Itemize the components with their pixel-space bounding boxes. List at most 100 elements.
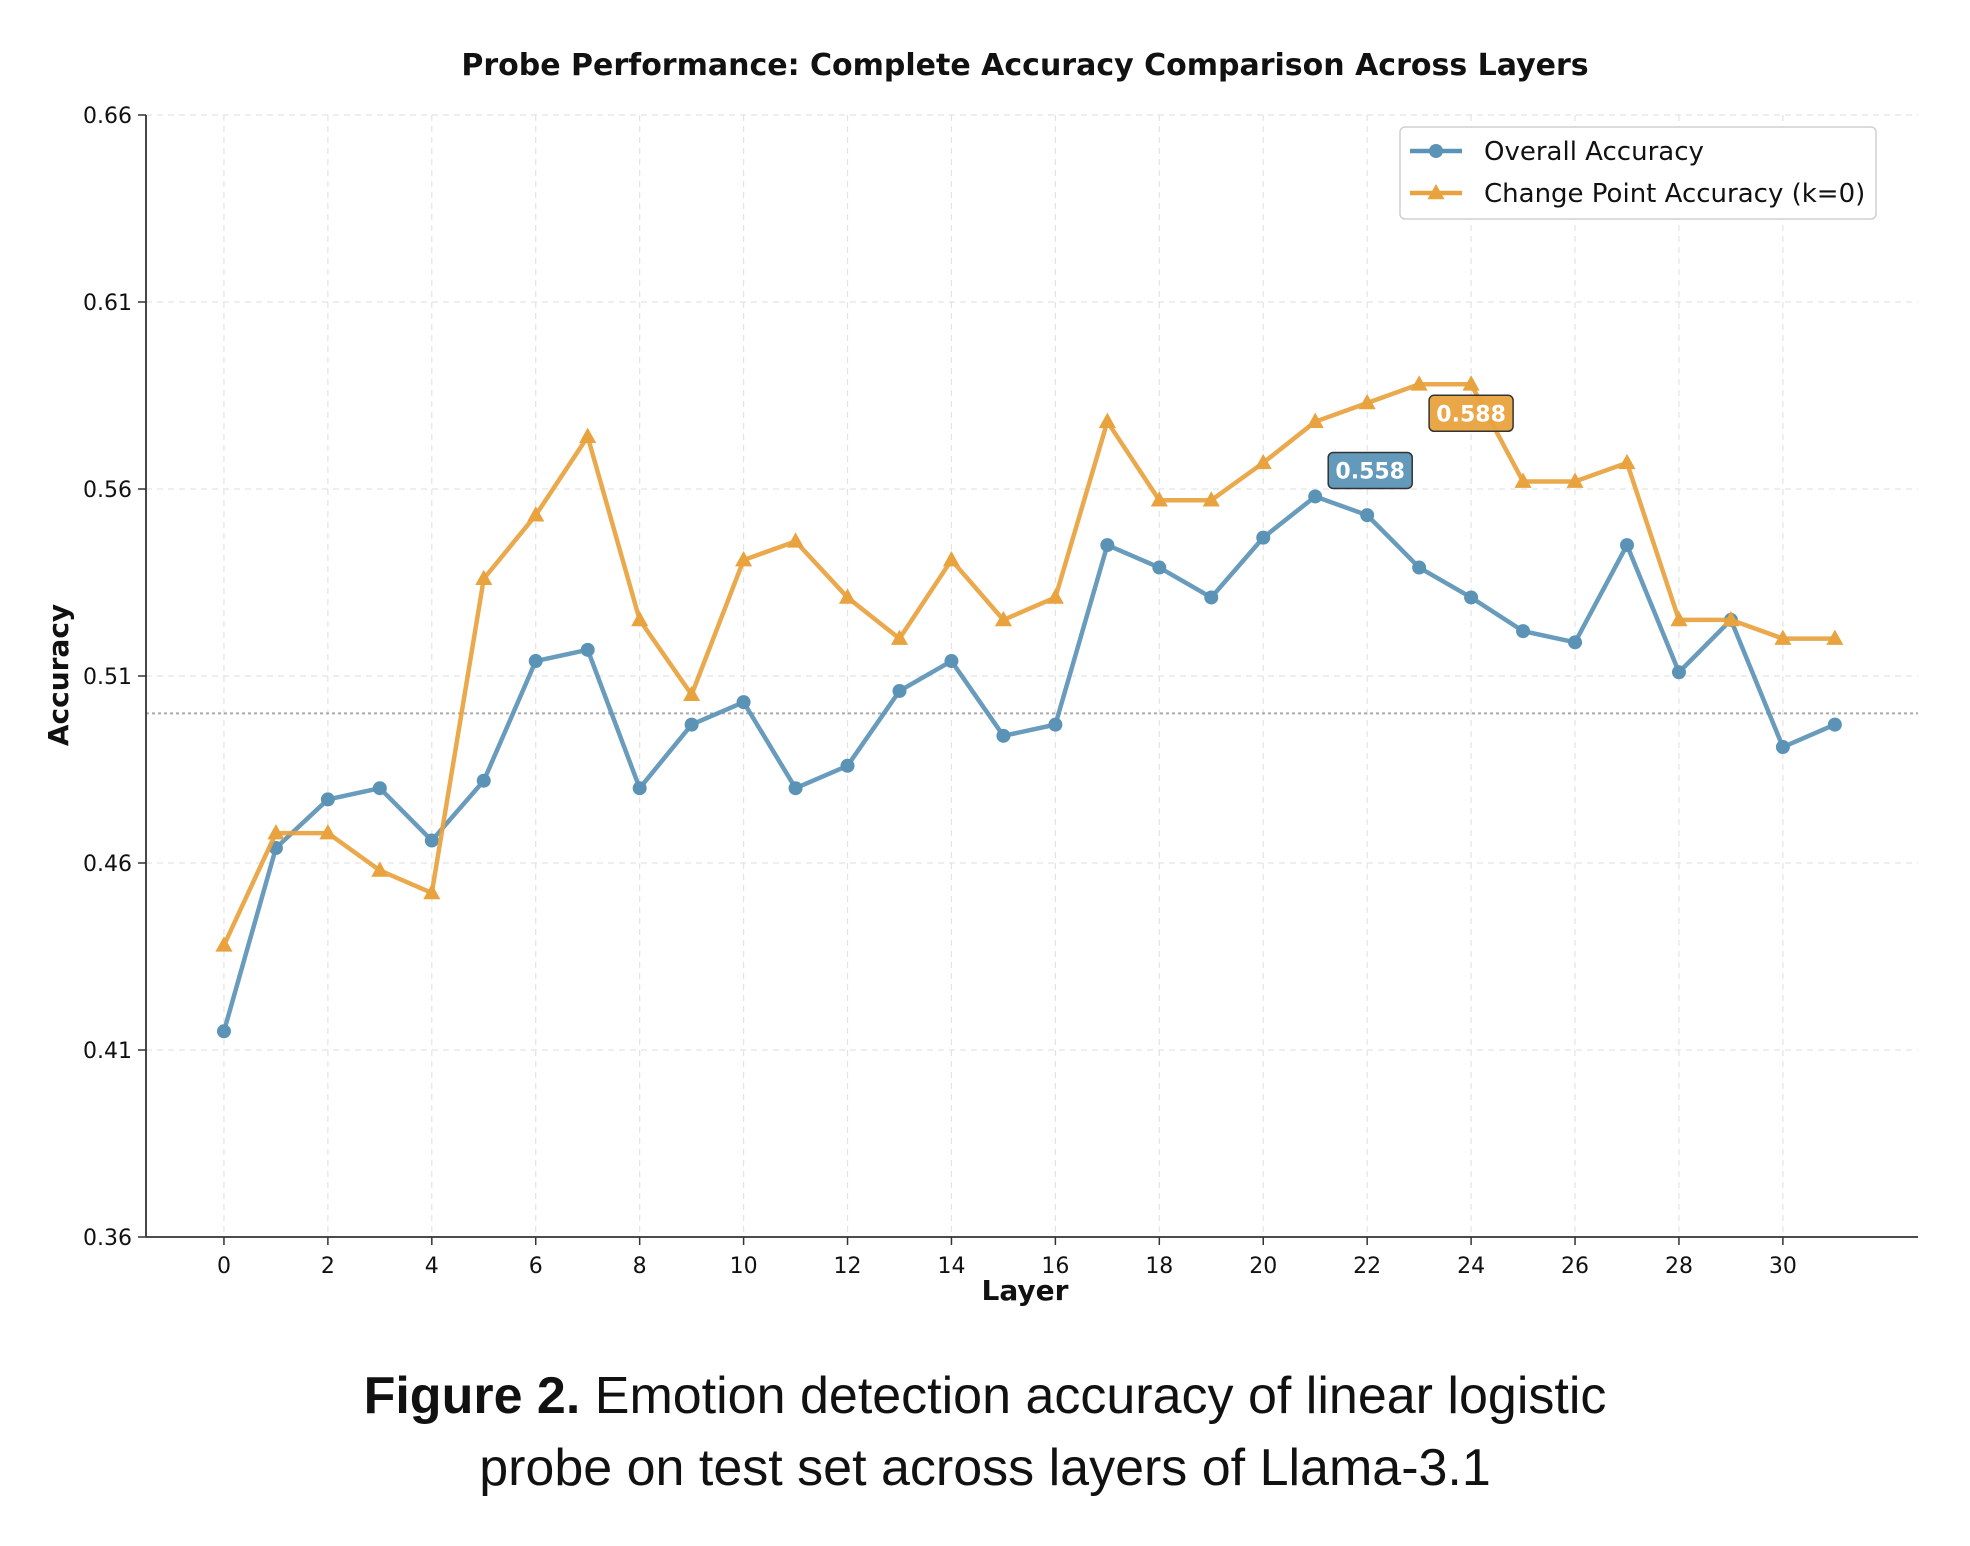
series-line bbox=[221, 382, 1835, 947]
data-point bbox=[319, 824, 337, 840]
legend-box bbox=[1399, 126, 1877, 220]
data-point bbox=[372, 781, 387, 796]
data-point bbox=[994, 610, 1012, 627]
data-point bbox=[840, 758, 855, 773]
series-1 bbox=[216, 489, 1842, 1039]
x-tick-label: 24 bbox=[1457, 1254, 1485, 1279]
data-point bbox=[476, 773, 491, 788]
y-tick-label: 0.51 bbox=[83, 665, 132, 690]
data-point bbox=[1774, 629, 1792, 645]
x-tick-label: 16 bbox=[1041, 1254, 1069, 1279]
caption-label: Figure 2. bbox=[363, 1367, 581, 1425]
data-point bbox=[632, 781, 647, 796]
data-point bbox=[423, 883, 441, 900]
data-point bbox=[735, 551, 753, 567]
data-point bbox=[1618, 453, 1636, 470]
legend-label: Overall Accuracy bbox=[1484, 137, 1704, 167]
data-point bbox=[1462, 375, 1480, 391]
data-point bbox=[1722, 610, 1740, 627]
data-point bbox=[1827, 717, 1842, 732]
data-point bbox=[1254, 453, 1272, 470]
figure-caption: Figure 2. Emotion detection accuracy of … bbox=[0, 1360, 1970, 1504]
data-point bbox=[1100, 538, 1115, 553]
data-point bbox=[736, 695, 751, 710]
annotation-text: 0.588 bbox=[1436, 402, 1506, 427]
series-line bbox=[221, 494, 1836, 1032]
data-point bbox=[1306, 412, 1324, 428]
y-tick-label: 0.36 bbox=[83, 1226, 132, 1251]
data-point bbox=[215, 936, 233, 952]
data-point bbox=[1410, 375, 1428, 391]
x-tick-label: 12 bbox=[834, 1254, 862, 1279]
x-tick-label: 14 bbox=[937, 1254, 965, 1279]
data-point bbox=[1358, 393, 1376, 410]
x-tick-label: 8 bbox=[633, 1254, 647, 1279]
y-tick-label: 0.61 bbox=[83, 291, 132, 316]
annotation-text: 0.558 bbox=[1335, 459, 1405, 484]
chart-title: Probe Performance: Complete Accuracy Com… bbox=[461, 48, 1588, 83]
y-tick-label: 0.66 bbox=[83, 104, 132, 129]
data-point bbox=[528, 654, 543, 669]
x-tick-label: 18 bbox=[1145, 1254, 1173, 1279]
tick-labels: 0.360.410.460.510.560.610.660 2 4 6 8 10 12 14 1… bbox=[83, 104, 1797, 1279]
caption-line-1: Emotion detection accuracy of linear log… bbox=[594, 1367, 1607, 1425]
data-point bbox=[475, 569, 493, 586]
x-tick-label: 26 bbox=[1561, 1254, 1589, 1279]
annotation-box bbox=[1428, 394, 1514, 433]
data-point bbox=[892, 683, 907, 698]
data-point bbox=[1619, 538, 1634, 553]
data-point bbox=[579, 427, 597, 443]
y-tick-label: 0.46 bbox=[83, 852, 132, 877]
data-point bbox=[1202, 491, 1220, 507]
data-point bbox=[1046, 588, 1064, 604]
data-point bbox=[1826, 629, 1844, 645]
data-point bbox=[1670, 610, 1688, 627]
line-chart: Probe Performance: Complete Accuracy Com… bbox=[42, 48, 1918, 1307]
annotation-box bbox=[1327, 451, 1413, 490]
y-tick-label: 0.41 bbox=[83, 1039, 132, 1064]
legend-marker bbox=[1427, 184, 1445, 200]
data-point bbox=[1514, 472, 1532, 488]
data-point bbox=[890, 629, 909, 645]
x-tick-label: 6 bbox=[529, 1254, 543, 1279]
legend: Overall Accuracy Change Point Accuracy (k… bbox=[1399, 126, 1877, 220]
data-point bbox=[787, 532, 805, 548]
data-point bbox=[320, 792, 335, 807]
x-tick-label: 28 bbox=[1665, 1254, 1693, 1279]
caption-line-2: probe on test set across layers of Llama… bbox=[479, 1439, 1491, 1497]
legend-label: Change Point Accuracy (k=0) bbox=[1484, 179, 1865, 209]
data-point bbox=[1204, 590, 1219, 605]
x-tick-label: 2 bbox=[321, 1254, 335, 1279]
x-tick-label: 10 bbox=[730, 1254, 758, 1279]
data-point bbox=[1568, 635, 1583, 650]
x-tick-label: 20 bbox=[1249, 1254, 1277, 1279]
data-point bbox=[1150, 491, 1168, 507]
data-point bbox=[371, 861, 389, 877]
y-tick-label: 0.56 bbox=[83, 478, 132, 503]
data-point bbox=[684, 717, 699, 732]
data-point bbox=[1048, 717, 1063, 732]
data-point bbox=[1256, 530, 1271, 545]
data-point bbox=[1464, 590, 1479, 605]
x-tick-label: 0 bbox=[217, 1254, 231, 1279]
x-tick-label: 22 bbox=[1353, 1254, 1381, 1279]
data-point bbox=[996, 728, 1011, 743]
data-point bbox=[1566, 472, 1584, 488]
data-point bbox=[788, 781, 803, 796]
data-point bbox=[838, 588, 857, 604]
data-point bbox=[580, 642, 595, 657]
data-point bbox=[1516, 624, 1531, 639]
data-point bbox=[216, 1024, 231, 1039]
x-tick-label: 30 bbox=[1769, 1254, 1797, 1279]
data-point bbox=[1152, 560, 1167, 575]
data-point bbox=[1412, 560, 1427, 575]
data-point bbox=[424, 833, 439, 848]
annotation-group: 0.558 0.588 bbox=[1327, 394, 1514, 490]
annotation-label: 0.588 bbox=[1428, 394, 1514, 433]
annotation-label: 0.558 bbox=[1327, 451, 1413, 490]
data-point bbox=[944, 654, 959, 669]
x-tick-label: 4 bbox=[425, 1254, 439, 1279]
data-point bbox=[683, 685, 701, 701]
data-point bbox=[1308, 489, 1323, 504]
y-axis-label: Accuracy bbox=[42, 604, 75, 746]
